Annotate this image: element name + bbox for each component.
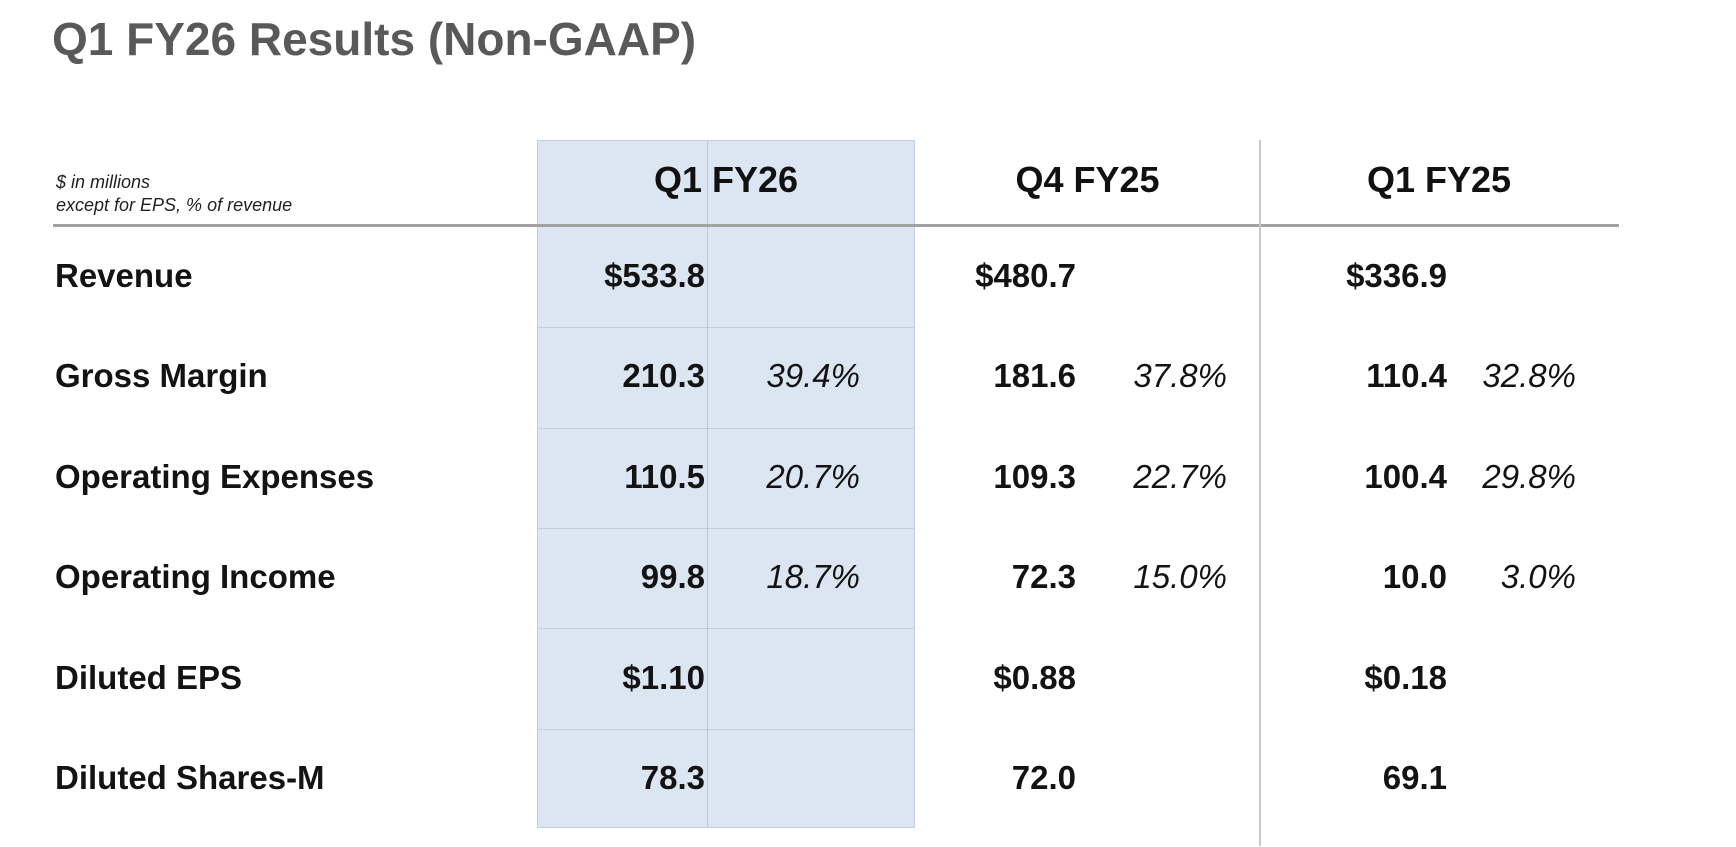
row-label: Diluted EPS (55, 659, 243, 696)
q1fy26-percent: 18.7% (766, 558, 860, 595)
q4fy25-percent: 15.0% (1133, 558, 1227, 595)
row-label: Gross Margin (55, 357, 268, 394)
q1fy25-value: 69.1 (1382, 759, 1447, 796)
q4fy25-percent (1067, 657, 1227, 699)
q1fy26-value: 99.8 (640, 558, 705, 595)
units-note: $ in millions except for EPS, % of reven… (56, 171, 292, 217)
q1fy26-percent: 20.7% (766, 458, 860, 495)
q1fy25-percent: 29.8% (1482, 458, 1576, 495)
q1fy26-value: $1.10 (622, 659, 705, 696)
q1fy25-value: 10.0 (1382, 558, 1447, 595)
q1fy25-value: 100.4 (1364, 458, 1447, 495)
table-row-gross-margin: Gross Margin 210.3 39.4% 181.6 37.8% 110… (0, 355, 1736, 397)
highlight-column-row-gridline (538, 528, 914, 529)
q1fy26-percent (700, 657, 860, 699)
header-rule (53, 224, 1619, 227)
row-label: Operating Income (55, 558, 336, 595)
highlight-column-row-gridline (538, 628, 914, 629)
table-row-revenue: Revenue $533.8 $480.7 $336.9 (0, 255, 1736, 297)
highlight-column-row-gridline (538, 327, 914, 328)
highlight-column-row-gridline (538, 729, 914, 730)
q4fy25-percent (1067, 255, 1227, 297)
table-row-operating-expenses: Operating Expenses 110.5 20.7% 109.3 22.… (0, 456, 1736, 498)
q1fy25-percent (1416, 757, 1576, 799)
highlight-column-row-gridline (538, 428, 914, 429)
q1fy26-value: $533.8 (604, 257, 705, 294)
q1fy26-percent (700, 757, 860, 799)
q1fy26-percent (700, 255, 860, 297)
units-note-line-1: $ in millions (56, 172, 151, 192)
q1fy26-value: 78.3 (640, 759, 705, 796)
q4fy25-percent (1067, 757, 1227, 799)
highlight-column-inner-vertical-gridline (707, 141, 708, 827)
column-divider (1259, 140, 1261, 846)
q1fy25-percent: 3.0% (1500, 558, 1576, 595)
q1fy26-value: 210.3 (622, 357, 705, 394)
row-label: Operating Expenses (55, 458, 375, 495)
q4fy25-value: $480.7 (975, 257, 1076, 294)
q4fy25-value: 181.6 (993, 357, 1076, 394)
q4fy25-value: 72.3 (1011, 558, 1076, 595)
q1fy25-value: $0.18 (1364, 659, 1447, 696)
row-label: Diluted Shares-M (55, 759, 325, 796)
column-header-q4fy25: Q4 FY25 (1015, 159, 1160, 200)
q1fy25-value: $336.9 (1346, 257, 1447, 294)
q1fy26-percent: 39.4% (766, 357, 860, 394)
q1fy25-percent (1416, 255, 1576, 297)
q4fy25-value: $0.88 (993, 659, 1076, 696)
q1fy25-value: 110.4 (1366, 357, 1447, 394)
units-note-line-2: except for EPS, % of revenue (56, 195, 293, 215)
row-label: Revenue (55, 257, 193, 294)
column-header-q1fy25: Q1 FY25 (1366, 159, 1512, 200)
q4fy25-value: 109.3 (993, 458, 1076, 495)
table-row-diluted-shares: Diluted Shares-M 78.3 72.0 69.1 (0, 757, 1736, 799)
q4fy25-percent: 37.8% (1133, 357, 1227, 394)
q4fy25-value: 72.0 (1011, 759, 1076, 796)
q1fy25-percent (1416, 657, 1576, 699)
q1fy26-value: 110.5 (624, 458, 705, 495)
table-row-operating-income: Operating Income 99.8 18.7% 72.3 15.0% 1… (0, 556, 1736, 598)
q4fy25-percent: 22.7% (1133, 458, 1227, 495)
table-row-diluted-eps: Diluted EPS $1.10 $0.88 $0.18 (0, 657, 1736, 699)
q1fy26-highlight-column (537, 140, 915, 828)
column-header-q1fy26: Q1 FY26 (653, 159, 799, 200)
q1fy25-percent: 32.8% (1482, 357, 1576, 394)
slide-title: Q1 FY26 Results (Non-GAAP) (52, 13, 697, 65)
